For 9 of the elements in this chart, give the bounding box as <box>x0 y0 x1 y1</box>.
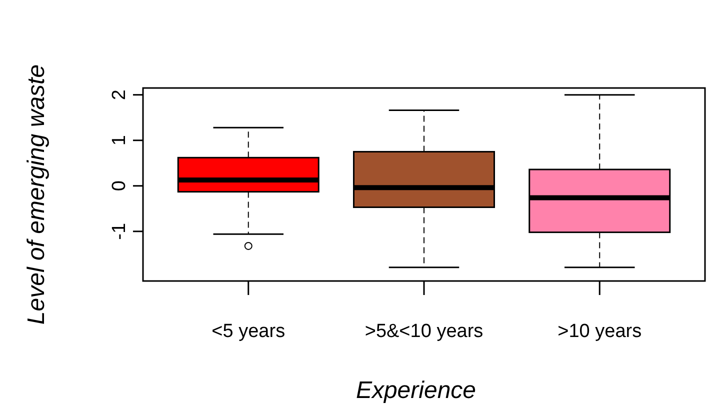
x-tick-label: >5&<10 years <box>364 321 484 342</box>
y-tick-label: 1 <box>109 135 130 146</box>
y-tick-label: 2 <box>109 90 130 100</box>
y-tick-label: -1 <box>109 222 130 240</box>
y-tick-label: 0 <box>109 180 130 192</box>
y-axis-title: Level of emerging waste <box>23 64 50 325</box>
x-tick-label: <5 years <box>212 321 286 342</box>
x-tick-label: >10 years <box>558 321 642 342</box>
x-axis-title: Experience <box>356 377 476 404</box>
